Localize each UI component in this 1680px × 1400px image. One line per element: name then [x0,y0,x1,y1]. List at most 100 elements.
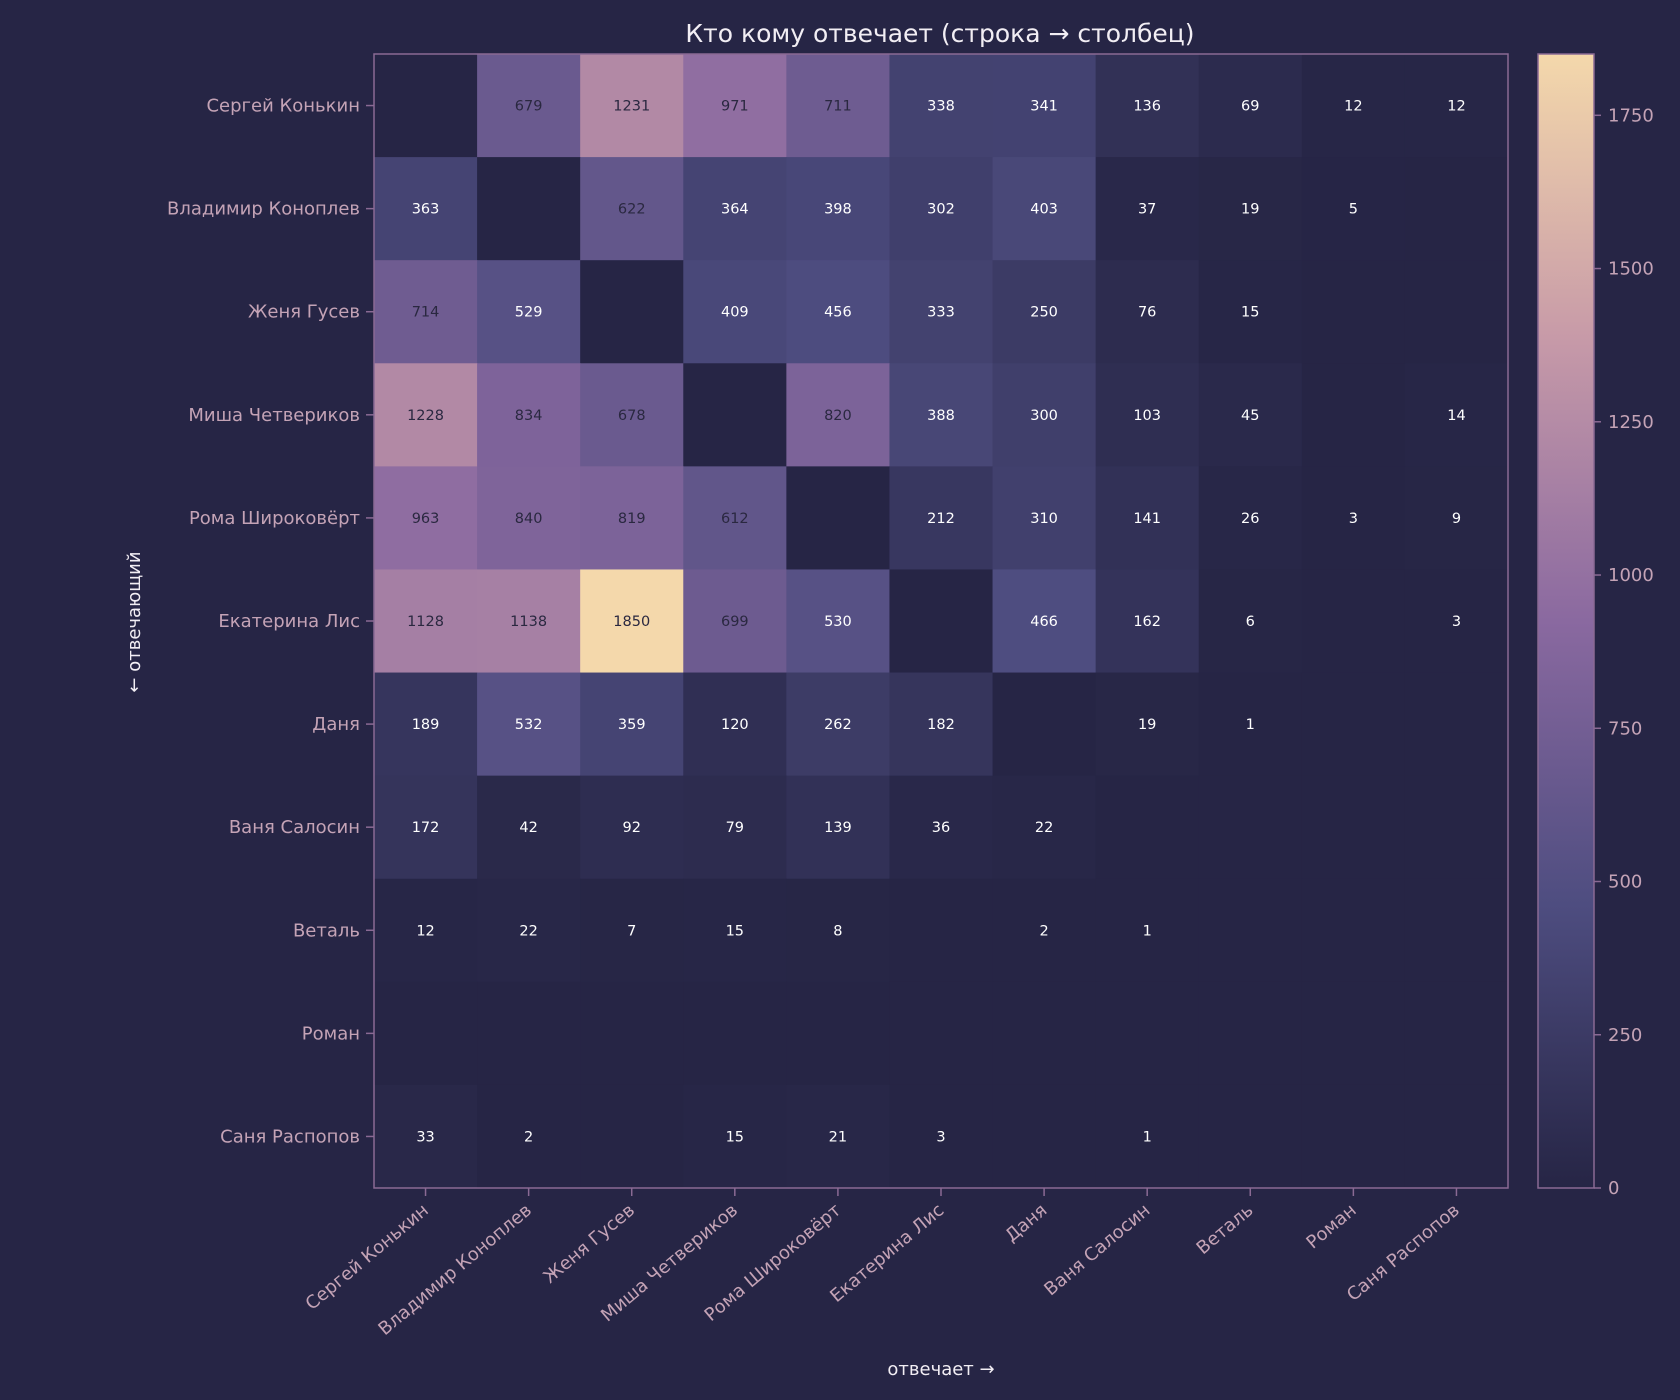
heatmap-cell [477,363,581,467]
cell-value-label: 529 [515,305,543,321]
cell-value-label: 182 [927,717,955,733]
cell-value-label: 971 [721,99,749,115]
y-tick-label: Веталь [293,920,360,941]
heatmap-cell [580,672,684,777]
cell-value-label: 1 [1246,717,1255,733]
heatmap-cell [992,54,1097,158]
cell-value-label: 963 [412,511,440,527]
cell-value-label: 679 [515,99,543,115]
x-tick-label: Веталь [1193,1200,1258,1259]
heatmap-cell [1198,569,1303,674]
cell-value-label: 388 [927,408,955,424]
heatmap-cell [786,775,890,880]
heatmap-cell [374,672,478,777]
cell-value-label: 189 [412,717,440,733]
heatmap-cell [1198,260,1303,364]
y-tick-label: Роман [302,1023,360,1044]
heatmap-cell [786,363,890,467]
heatmap-cell [1301,363,1406,467]
cell-value-label: 302 [927,202,955,218]
cell-value-label: 3 [1452,614,1461,630]
heatmap-cell [1301,1084,1406,1189]
cell-value-label: 359 [618,717,646,733]
cell-value-label: 409 [721,305,749,321]
cell-value-label: 37 [1138,202,1156,218]
cell-value-label: 338 [927,99,955,115]
heatmap-cell [786,157,890,261]
cell-value-label: 363 [412,202,440,218]
heatmap-cell [889,878,994,983]
heatmap-cells [374,54,1509,1189]
heatmap-cell [374,569,478,674]
x-tick-label: Саня Распопов [1343,1200,1464,1306]
cell-value-label: 15 [726,1129,744,1145]
cell-value-label: 1138 [510,614,547,630]
heatmap-cell [477,878,581,983]
cell-value-label: 12 [1447,99,1465,115]
heatmap-cell [786,466,890,570]
heatmap-cell [1198,775,1303,880]
heatmap-cell [1095,775,1200,880]
x-tick-label: Роман [1302,1200,1360,1254]
heatmap-cell [477,981,581,1086]
cell-value-label: 532 [515,717,543,733]
heatmap-cell [1095,1084,1200,1189]
heatmap-cell [1095,157,1200,261]
heatmap-cell [374,775,478,880]
heatmap-cell [786,1084,890,1189]
heatmap-cell [1404,54,1509,158]
heatmap-cell [683,466,787,570]
heatmap-cell [1404,569,1509,674]
y-tick-label: Даня [312,714,360,735]
heatmap-cell [580,157,684,261]
cell-value-label: 45 [1241,408,1259,424]
heatmap-cell [374,981,478,1086]
cell-value-label: 364 [721,202,749,218]
y-axis-ticks: Сергей Конькин Владимир Коноплев Женя Гусе… [167,96,374,1147]
colorbar-tick-label: 0 [1608,1178,1619,1199]
y-tick-label: Сергей Конькин [206,96,360,117]
cell-value-label: 333 [927,305,955,321]
heatmap-cell [1301,775,1406,880]
x-tick-label: Даня [1001,1200,1051,1247]
heatmap-cell [1198,878,1303,983]
heatmap-cell [374,363,478,467]
x-axis-label: отвечает → [887,1359,994,1380]
cell-value-label: 7 [627,923,636,939]
heatmap-cell [1404,878,1509,983]
heatmap-cell [1404,981,1509,1086]
heatmap-cell [1095,672,1200,777]
heatmap-cell [477,54,581,158]
colorbar-tick-label: 1750 [1608,105,1654,126]
heatmap-cell [889,775,994,880]
heatmap-cell [580,363,684,467]
heatmap-cell [477,466,581,570]
cell-value-label: 3 [1349,511,1358,527]
cell-value-label: 398 [824,202,852,218]
heatmap-cell [992,672,1097,777]
heatmap-cell [992,1084,1097,1189]
y-tick-label: Саня Распопов [220,1126,360,1147]
chart-title: Кто кому отвечает (строка → столбец) [685,19,1194,48]
cell-value-label: 622 [618,202,646,218]
heatmap-cell [374,54,478,158]
cell-value-label: 69 [1241,99,1259,115]
cell-value-label: 1850 [613,614,650,630]
heatmap-cell [477,1084,581,1189]
heatmap-cell [374,466,478,570]
heatmap-cell [580,981,684,1086]
heatmap-cell [683,775,787,880]
heatmap-cell [477,569,581,674]
heatmap-cell [374,260,478,364]
heatmap-cell [1404,363,1509,467]
heatmap-cell [1301,878,1406,983]
heatmap-cell [1301,466,1406,570]
cell-value-label: 21 [829,1129,847,1145]
heatmap-cell [1404,260,1509,364]
cell-value-label: 840 [515,511,543,527]
heatmap-cell [1198,672,1303,777]
heatmap-cell [1404,775,1509,880]
cell-value-label: 1 [1143,923,1152,939]
